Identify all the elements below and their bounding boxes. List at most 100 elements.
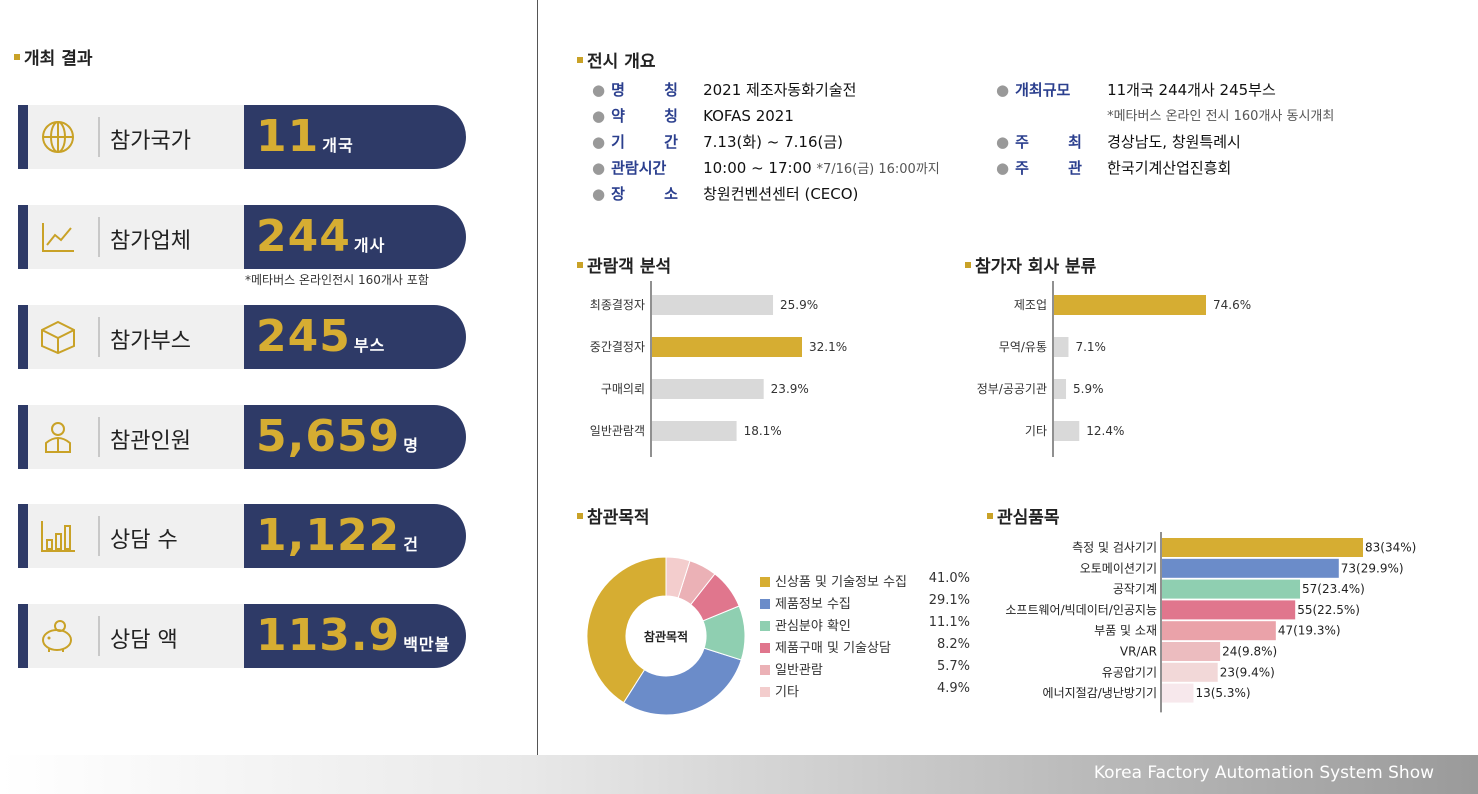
legend-value: 11.1% — [928, 615, 970, 630]
value-label: 83(34%) — [1365, 541, 1416, 555]
visitor-analysis-chart: 최종결정자 25.9% 중간결정자 32.1% 구매의뢰 23.9% 일반관람객 18.1% — [590, 281, 847, 457]
stat-label-box — [28, 405, 264, 469]
overview-value: 창원컨벤션센터 (CECO) — [703, 185, 859, 203]
category-label: 정부/공공기관 — [977, 382, 1047, 396]
overview-row: ● 장 소 창원컨벤션센터 (CECO) — [592, 183, 940, 209]
value-label: 55(22.5%) — [1297, 603, 1360, 617]
results-title: 개최 결과 — [14, 44, 92, 69]
overview-value: 10:00 ~ 17:00 — [703, 159, 812, 177]
stat-label: 참가국가 — [110, 129, 191, 154]
value-label: 23.9% — [771, 382, 809, 396]
value-label: 73(29.9%) — [1341, 561, 1404, 575]
stat-label-box — [28, 305, 264, 369]
donut-slice — [665, 556, 691, 599]
bullet-icon: ● — [592, 185, 606, 203]
legend-swatch — [760, 620, 770, 631]
value-label: 32.1% — [809, 340, 847, 354]
overview-row: ● 관람시간 10:00 ~ 17:00 *7/16(금) 16:00까지 — [592, 157, 940, 183]
overview-value: KOFAS 2021 — [703, 107, 794, 125]
chart-bar — [1162, 621, 1276, 641]
category-label: 최종결정자 — [590, 298, 645, 312]
value-label: 24(9.8%) — [1222, 645, 1277, 659]
overview-row: ● 주 최 경상남도, 창원특례시 — [996, 131, 1334, 157]
footer-bar: Korea Factory Automation System Show — [0, 755, 1478, 794]
overview-value: 경상남도, 창원특례시 — [1107, 133, 1241, 151]
category-label: 제조업 — [1014, 298, 1047, 312]
legend-value: 8.2% — [936, 637, 970, 652]
chart-bar — [652, 421, 737, 441]
overview-value: 한국기계산업진흥회 — [1107, 159, 1232, 177]
overview-value: 11개국 244개사 245부스 — [1107, 81, 1276, 99]
stat-consultations: 상담 수 1,122 건 — [18, 504, 466, 568]
stat-separator — [98, 317, 100, 357]
value-label: 23(9.4%) — [1220, 665, 1275, 679]
stat-unit: 백만불 — [403, 635, 451, 654]
bullet-icon: ● — [592, 133, 606, 151]
bullet-icon: ● — [996, 133, 1010, 151]
bullet-icon: ● — [592, 159, 606, 177]
stat-value: 5,659 명 — [256, 411, 419, 462]
stat-separator — [98, 217, 100, 257]
overview-key: 약 칭 — [611, 107, 678, 125]
stat-accent-bar — [18, 105, 28, 169]
category-label: 구매의뢰 — [601, 382, 645, 396]
legend-item: 일반관람 5.7% — [760, 659, 970, 681]
stat-label: 참가부스 — [110, 329, 191, 354]
legend-swatch — [760, 642, 770, 653]
chart-bar — [652, 379, 764, 399]
donut-slice — [622, 647, 742, 716]
purpose-legend: 신상품 및 기술정보 수집 41.0% 제품정보 수집 29.1% 관심분야 확인 11.… — [760, 571, 970, 703]
legend-label: 제품정보 수집 — [775, 597, 851, 612]
chart-bar — [1162, 579, 1301, 599]
stat-unit: 명 — [403, 436, 419, 455]
category-label: 측정 및 검사기기 — [1072, 541, 1157, 555]
stat-accent-bar — [18, 305, 28, 369]
legend-label: 제품구매 및 기술상담 — [775, 641, 891, 656]
stat-consult-amount: 상담 액 113.9 백만불 — [18, 604, 466, 668]
bullet-icon: ● — [996, 159, 1010, 177]
overview-row: ● 명 칭 2021 제조자동화기술전 — [592, 79, 940, 105]
stat-unit: 부스 — [353, 336, 386, 355]
stat-value-box: 245 부스 — [244, 305, 466, 369]
legend-swatch — [760, 686, 770, 697]
value-label: 5.9% — [1073, 382, 1104, 396]
chart-bar — [1054, 379, 1067, 399]
bullet-icon: ● — [996, 81, 1010, 99]
stat-value-box: 5,659 명 — [244, 405, 466, 469]
stat-separator — [98, 117, 100, 157]
legend-entry: 관심분야 확인 — [760, 615, 851, 637]
stat-value: 244 개사 — [256, 211, 386, 262]
stat-accent-bar — [18, 205, 28, 269]
stat-separator — [98, 516, 100, 556]
value-label: 25.9% — [780, 298, 818, 312]
overview-key: 기 간 — [611, 133, 678, 151]
company-classification-chart: 제조업 74.6% 무역/유통 7.1% 정부/공공기관 5.9% 기타 12.4% — [977, 281, 1251, 457]
legend-entry: 신상품 및 기술정보 수집 — [760, 571, 907, 593]
stat-countries: 참가국가 11 개국 — [18, 105, 466, 169]
chart-bar — [1162, 558, 1339, 578]
overview-key: 주 최 — [1015, 133, 1082, 151]
stat-label-box — [28, 604, 264, 668]
purpose-donut-chart: 참관목적 — [586, 556, 746, 716]
chart-bar — [1054, 337, 1069, 357]
legend-label: 관심분야 확인 — [775, 619, 851, 634]
company-classification-title: 참가자 회사 분류 — [965, 252, 1096, 277]
stat-companies: 참가업체 244 개사 — [18, 205, 466, 269]
overview-row: ● 기 간 7.13(화) ~ 7.16(금) — [592, 131, 940, 157]
category-label: VR/AR — [1120, 645, 1157, 659]
category-label: 오토메이션기기 — [1080, 561, 1157, 575]
interest-chart: 측정 및 검사기기 83(34%) 오토메이션기기 73(29.9%) 공작기계 57(2… — [1005, 532, 1416, 713]
legend-value: 4.9% — [936, 681, 970, 696]
legend-value: 41.0% — [928, 571, 970, 586]
overview-value: 7.13(화) ~ 7.16(금) — [703, 133, 844, 151]
legend-label: 일반관람 — [775, 663, 823, 678]
category-label: 중간결정자 — [590, 340, 645, 354]
chart-bar — [1162, 642, 1221, 661]
overview-key: 주 관 — [1015, 159, 1082, 177]
globe-icon — [38, 119, 78, 155]
legend-value: 5.7% — [936, 659, 970, 674]
category-label: 유공압기기 — [1102, 665, 1157, 679]
stat-unit: 개사 — [353, 236, 386, 255]
chart-bar — [1162, 538, 1363, 557]
